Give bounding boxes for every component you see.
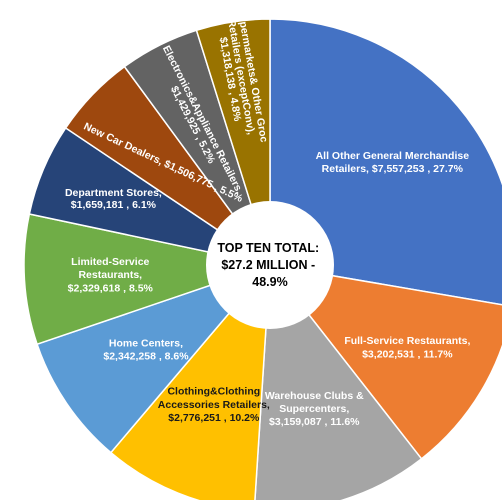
- slice-label-2-line-2: $3,159,087 , 11.6%: [269, 416, 360, 428]
- slice-label-5-line-0: Limited-Service: [71, 256, 149, 268]
- slice-label-5: Limited-Service Restaurants, $2,329,618 , …: [68, 256, 154, 294]
- slice-0: [269, 18, 502, 306]
- slice-4: [36, 263, 273, 454]
- slice-label-0-line-0: All Other General Merchandise: [316, 150, 470, 162]
- slice-label-1-line-0: Full-Service Restaurants,: [344, 335, 470, 347]
- center-label-line-3: 48.9%: [252, 275, 287, 289]
- center-label-line-1: TOP TEN TOTAL:: [217, 241, 319, 255]
- slice-label-5-line-1: Restaurants,: [78, 269, 142, 281]
- slice-2: [254, 262, 423, 500]
- slice-label-3-line-2: $2,776,251 , 10.2%: [168, 412, 260, 424]
- slice-label-3: Clothing&Clothing Accessories Retailers, $…: [158, 386, 270, 424]
- donut-hole: [206, 201, 334, 329]
- slice-label-3-line-0: Clothing&Clothing: [167, 386, 260, 398]
- slice-label-4-line-1: $2,342,258 , 8.6%: [103, 351, 189, 363]
- slice-label-2-line-1: Supercenters,: [279, 403, 349, 415]
- slice-5: [23, 213, 273, 346]
- center-label-line-2: $27.2 MILLION -: [221, 258, 315, 272]
- slice-3: [109, 262, 271, 500]
- slice-9: [195, 18, 271, 266]
- slice-1: [268, 263, 502, 460]
- slice-label-1: Full-Service Restaurants, $3,202,531 , 11…: [344, 335, 470, 360]
- slice-label-4: Home Centers, $2,342,258 , 8.6%: [103, 338, 189, 363]
- slice-label-6: Department Stores, $1,659,181 , 6.1%: [65, 187, 162, 211]
- slice-label-5-line-2: $2,329,618 , 8.5%: [68, 282, 154, 294]
- slice-label-1-line-1: $3,202,531 , 11.7%: [362, 348, 453, 360]
- slice-label-0-line-1: Retailers, $7,557,253 , 27.7%: [322, 163, 464, 175]
- slice-label-4-line-0: Home Centers,: [109, 338, 183, 350]
- slice-label-6-line-0: Department Stores,: [65, 187, 162, 199]
- donut-slices: [23, 18, 502, 500]
- slice-label-6-line-1: $1,659,181 , 6.1%: [71, 199, 157, 211]
- slice-label-2-line-0: Warehouse Clubs &: [265, 390, 364, 402]
- slice-label-3-line-1: Accessories Retailers,: [158, 399, 270, 411]
- slice-label-0: All Other General Merchandise Retailers, …: [316, 150, 470, 175]
- slice-label-2: Warehouse Clubs & Supercenters, $3,159,087…: [265, 390, 364, 428]
- center-label: TOP TEN TOTAL: $27.2 MILLION - 48.9%: [217, 241, 322, 289]
